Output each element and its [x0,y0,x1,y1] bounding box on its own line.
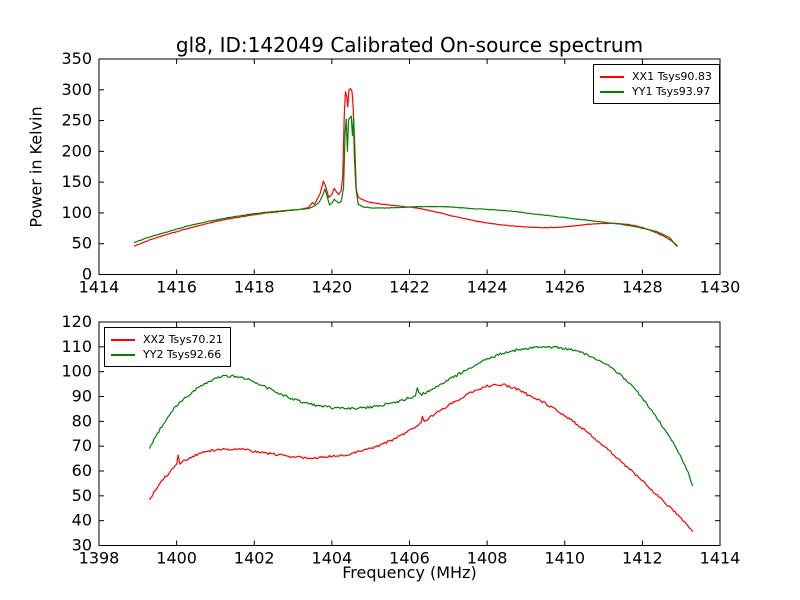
y-tick-label: 200 [61,141,92,160]
legend-entry: XX2 Tsys70.21 [111,332,223,347]
x-axis-label: Frequency (MHz) [342,563,477,582]
x-tick-label: 1400 [156,549,197,568]
legend-label-yy2: YY2 Tsys92.66 [143,348,222,361]
x-tick-label: 1408 [467,549,508,568]
y-axis-label: Power in Kelvin [26,106,46,228]
y-tick-label: 250 [61,111,92,130]
xx1-line-swatch [600,75,624,78]
legend-entry: YY2 Tsys92.66 [111,347,223,362]
x-tick-label: 1428 [622,278,663,297]
legend-label-yy1: YY1 Tsys93.97 [632,85,711,98]
y-tick-label: 0 [82,265,92,284]
yy2-line-swatch [111,353,135,356]
series-yy1 [133,115,678,248]
x-tick-label: 1424 [467,278,508,297]
y-tick-label: 300 [61,80,92,99]
y-tick-label: 110 [61,337,92,356]
x-tick-label: 1406 [389,549,430,568]
x-tick-label: 1430 [700,278,741,297]
x-tick-label: 1426 [544,278,585,297]
y-tick-label: 100 [61,362,92,381]
legend-entry: YY1 Tsys93.97 [600,84,712,99]
legend-top-plot: XX1 Tsys90.83 YY1 Tsys93.97 [593,64,720,104]
y-tick-label: 50 [72,234,92,253]
y-tick-label: 30 [72,536,92,555]
legend-label-xx1: XX1 Tsys90.83 [632,70,712,83]
x-tick-label: 1414 [79,278,120,297]
y-tick-label: 40 [72,511,92,530]
y-tick-label: 90 [72,387,92,406]
x-tick-label: 1414 [700,549,741,568]
x-tick-label: 1404 [312,549,353,568]
x-tick-label: 1412 [622,549,663,568]
plot-title: gl8, ID:142049 Calibrated On-source spec… [175,33,644,57]
y-tick-label: 350 [61,49,92,68]
legend-label-xx2: XX2 Tsys70.21 [143,333,223,346]
yy1-line-swatch [600,90,624,93]
y-tick-label: 60 [72,461,92,480]
x-tick-label: 1398 [79,549,120,568]
series-xx2 [148,383,694,533]
y-tick-label: 100 [61,203,92,222]
y-tick-label: 120 [61,312,92,331]
y-tick-label: 80 [72,411,92,430]
xx2-line-swatch [111,338,135,341]
y-tick-label: 50 [72,486,92,505]
x-tick-label: 1410 [544,549,585,568]
x-tick-label: 1402 [234,549,275,568]
legend-bottom-plot: XX2 Tsys70.21 YY2 Tsys92.66 [104,327,231,367]
y-tick-label: 70 [72,436,92,455]
x-tick-label: 1416 [156,278,197,297]
series-yy2 [148,345,694,487]
x-tick-label: 1422 [389,278,430,297]
x-tick-label: 1418 [234,278,275,297]
x-tick-label: 1420 [312,278,353,297]
legend-entry: XX1 Tsys90.83 [600,69,712,84]
y-tick-label: 150 [61,172,92,191]
series-xx1 [133,87,678,247]
